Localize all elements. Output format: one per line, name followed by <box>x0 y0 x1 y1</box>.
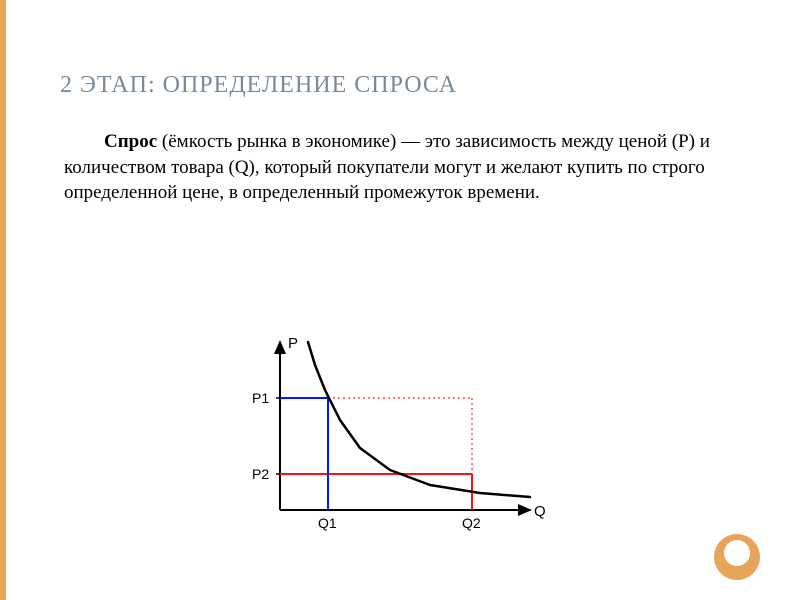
definition-text: (ёмкость рынка в экономике) — это зависи… <box>64 131 710 203</box>
term-bold: Спрос <box>104 131 157 152</box>
svg-text:P1: P1 <box>252 390 269 406</box>
chart-svg: P Q P2 Q2 P1 Q1 <box>210 330 570 540</box>
svg-text:P2: P2 <box>252 466 269 482</box>
next-button-inner-circle <box>724 540 750 566</box>
svg-text:Q: Q <box>534 503 546 520</box>
next-button[interactable] <box>714 534 760 580</box>
svg-text:Q2: Q2 <box>462 515 481 531</box>
svg-text:P: P <box>288 335 298 352</box>
slide-title: 2 ЭТАП: ОПРЕДЕЛЕНИЕ СПРОСА <box>60 72 740 99</box>
left-accent-border <box>0 0 6 600</box>
slide-content: 2 ЭТАП: ОПРЕДЕЛЕНИЕ СПРОСА Спрос (ёмкост… <box>60 72 740 206</box>
svg-text:Q1: Q1 <box>318 515 337 531</box>
demand-chart: P Q P2 Q2 P1 Q1 <box>210 330 570 540</box>
definition-paragraph: Спрос (ёмкость рынка в экономике) — это … <box>64 129 740 206</box>
